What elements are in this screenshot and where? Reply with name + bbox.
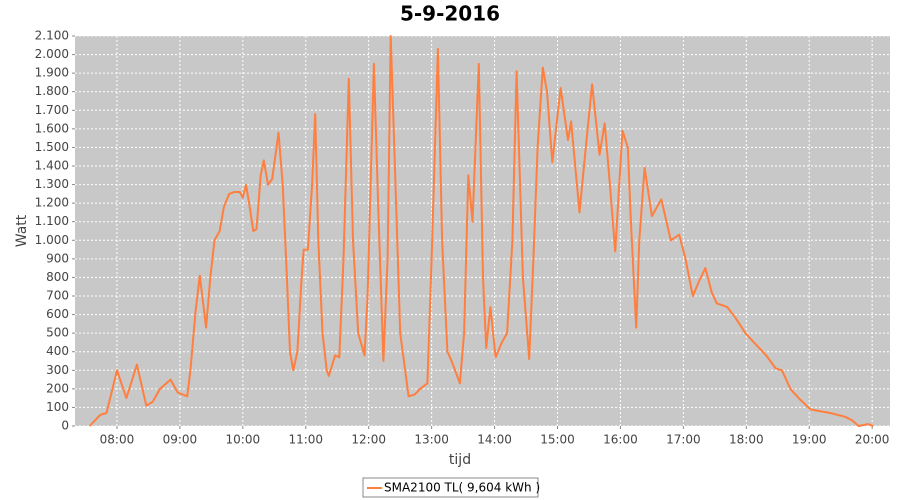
y-tick-label: 900 (46, 251, 69, 265)
y-tick-label: 2.000 (35, 47, 69, 61)
y-tick-label: 400 (46, 344, 69, 358)
x-tick-label: 11:00 (288, 433, 323, 447)
x-tick-label: 08:00 (100, 433, 135, 447)
x-tick-label: 16:00 (603, 433, 638, 447)
y-tick-label: 1.000 (35, 233, 69, 247)
x-axis-label: tijd (449, 452, 471, 468)
x-tick-label: 13:00 (414, 433, 449, 447)
y-tick-label: 700 (46, 289, 69, 303)
x-tick-label: 20:00 (855, 433, 890, 447)
data-line (88, 35, 874, 427)
x-tick-label: 14:00 (477, 433, 512, 447)
y-tick-label: 100 (46, 400, 69, 414)
y-tick-label: 200 (46, 381, 69, 395)
x-tick-label: 12:00 (351, 433, 386, 447)
x-tick-label: 15:00 (540, 433, 575, 447)
x-tick-label: 19:00 (792, 433, 827, 447)
y-tick-label: 1.200 (35, 196, 69, 210)
x-tick-label: 10:00 (226, 433, 261, 447)
legend-box (362, 477, 539, 498)
y-tick-label: 600 (46, 307, 69, 321)
y-tick-label: 1.700 (35, 103, 69, 117)
y-tick-label: 1.400 (35, 159, 69, 173)
y-tick-label: 1.300 (35, 177, 69, 191)
y-tick-label: 2.100 (35, 29, 69, 43)
y-axis-label: Watt (14, 214, 30, 247)
x-tick-label: 09:00 (163, 433, 198, 447)
y-tick-label: 500 (46, 326, 69, 340)
y-tick-label: 800 (46, 270, 69, 284)
y-tick-label: 1.600 (35, 121, 69, 135)
y-tick-label: 1.800 (35, 84, 69, 98)
y-tick-label: 1.100 (35, 214, 69, 228)
x-tick-label: 18:00 (729, 433, 764, 447)
chart-title: 5-9-2016 (400, 2, 500, 26)
y-tick-label: 0 (61, 419, 69, 433)
y-tick-label: 1.500 (35, 140, 69, 154)
x-tick-label: 17:00 (666, 433, 701, 447)
legend-label: SMA2100 TL( 9,604 kWh ) (384, 481, 540, 495)
y-tick-label: 300 (46, 363, 69, 377)
y-tick-label: 1.900 (35, 66, 69, 80)
